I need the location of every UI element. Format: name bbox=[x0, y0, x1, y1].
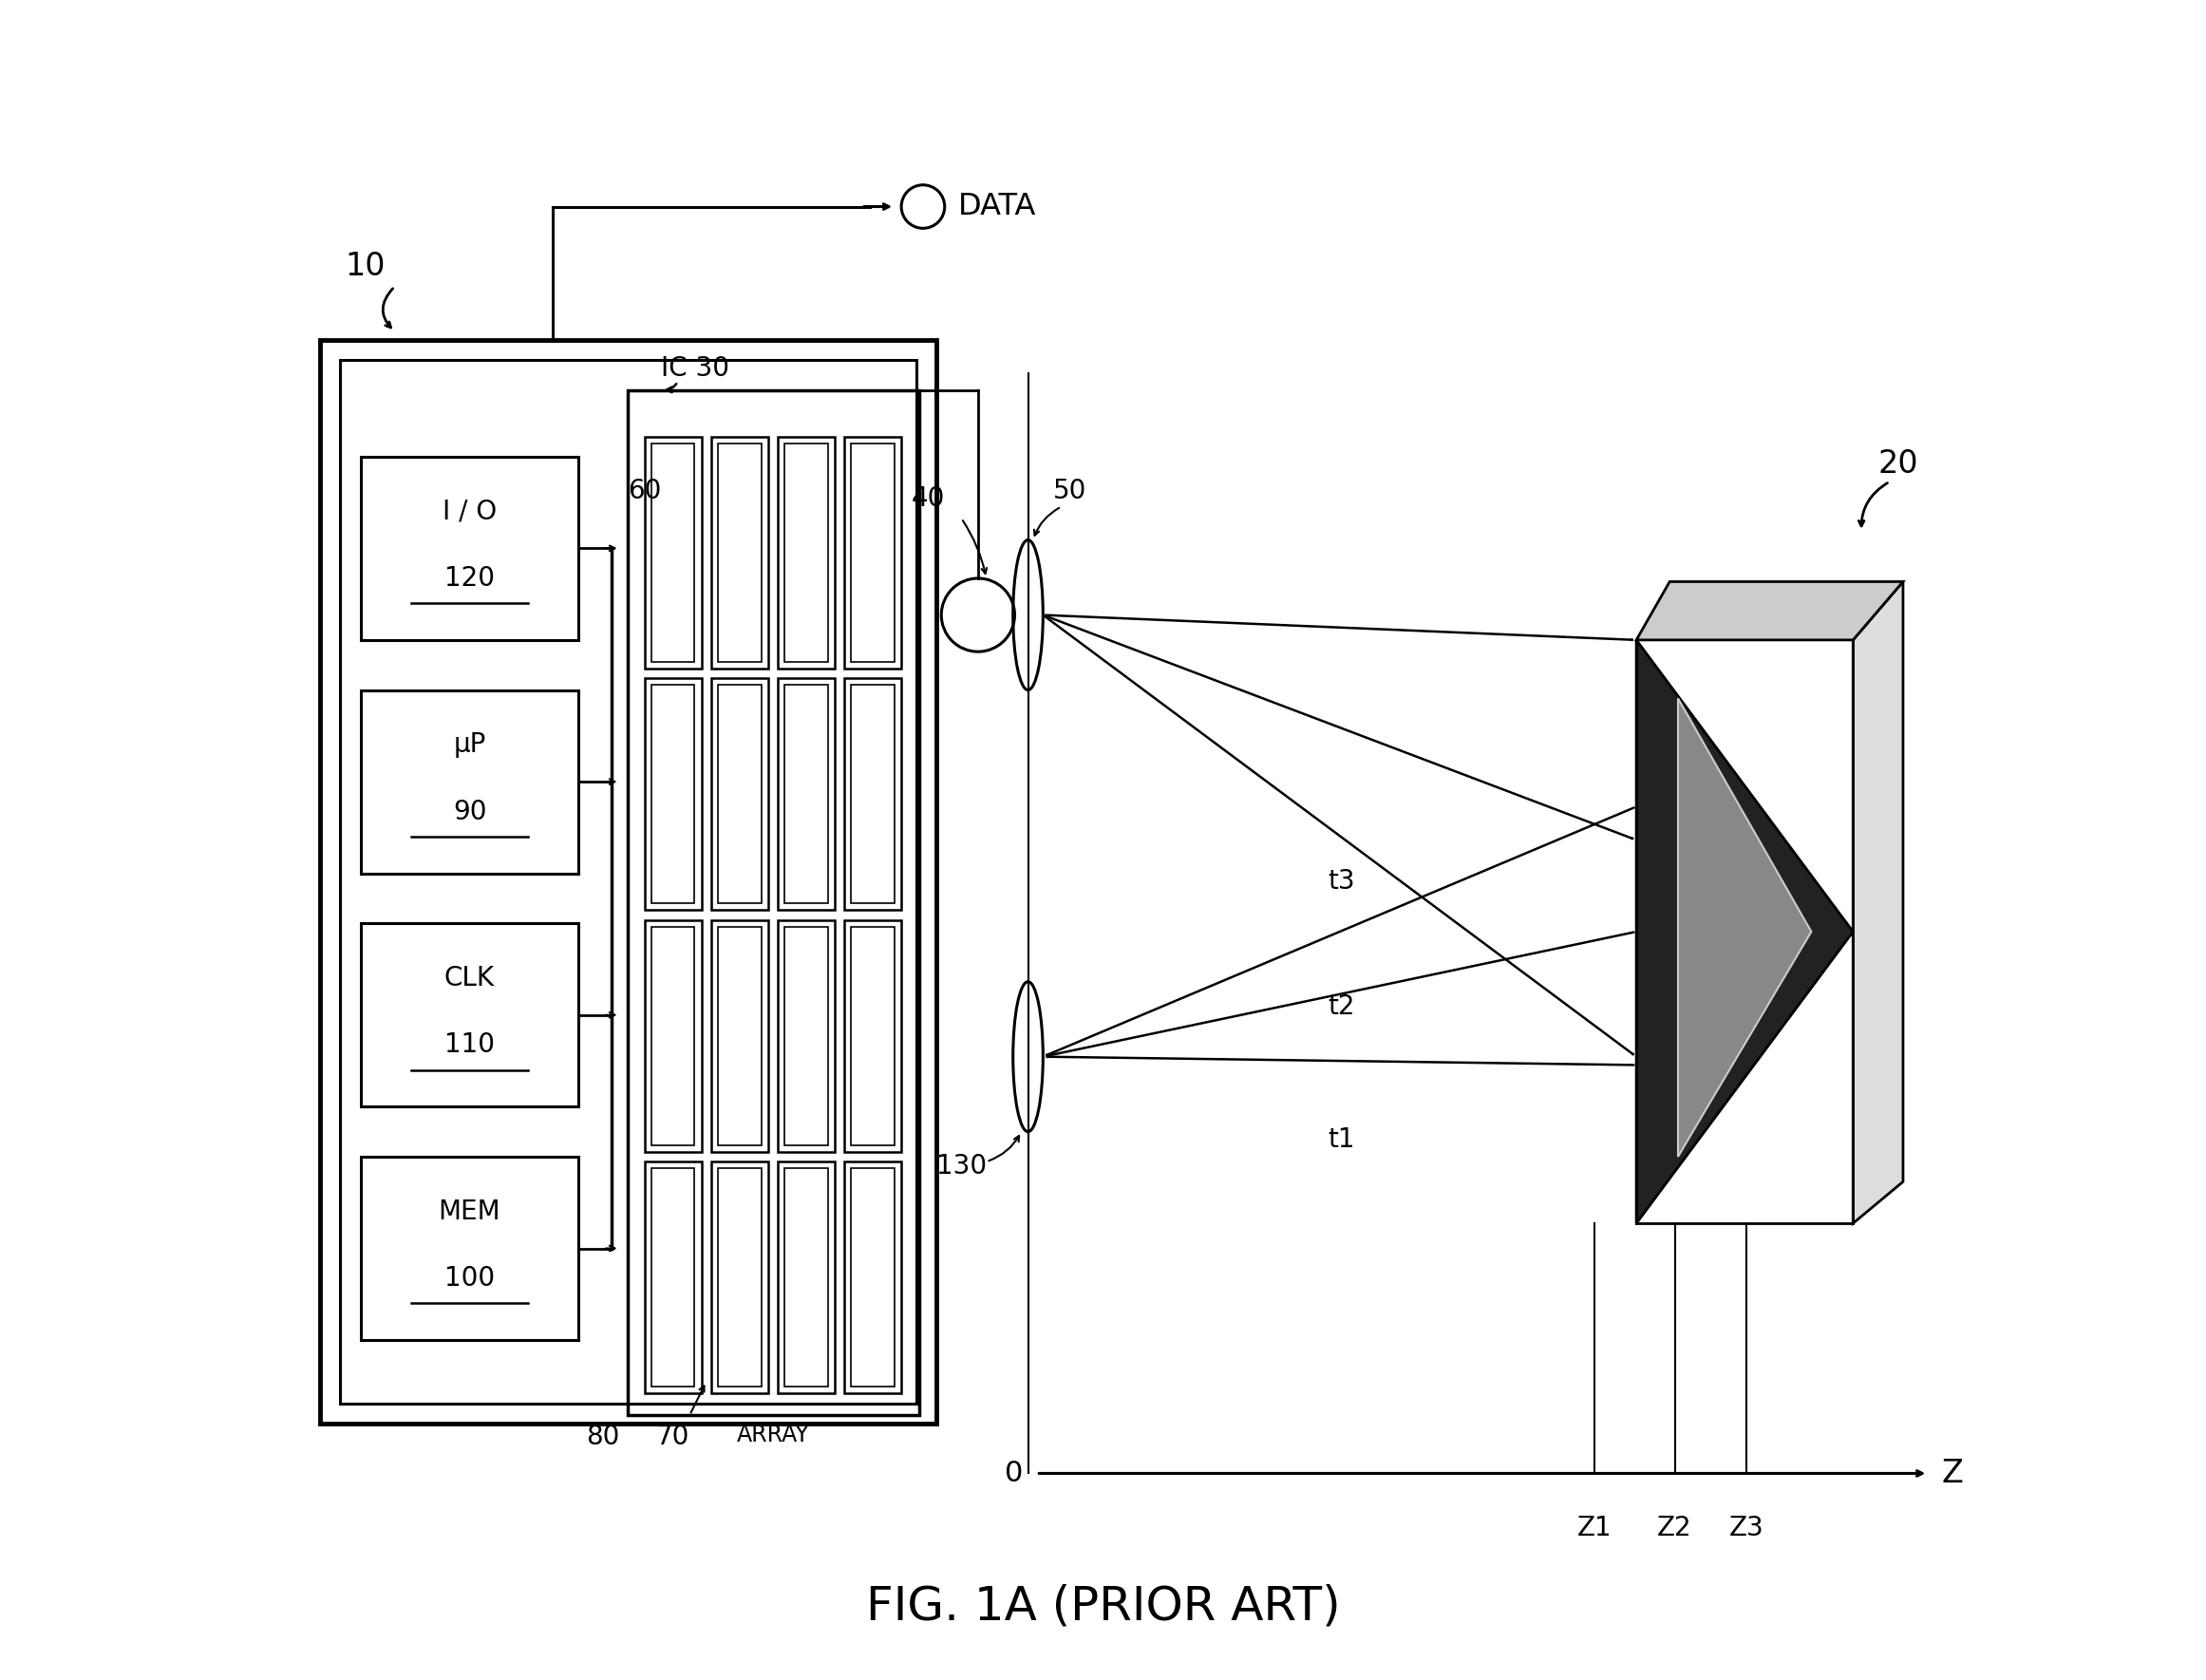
Text: t1: t1 bbox=[1328, 1127, 1354, 1154]
Bar bbox=[651, 685, 695, 904]
Bar bbox=[785, 444, 827, 662]
Text: t2: t2 bbox=[1328, 993, 1354, 1020]
Text: 60: 60 bbox=[629, 477, 662, 504]
Bar bbox=[710, 437, 768, 669]
Bar bbox=[845, 921, 902, 1152]
Bar bbox=[320, 339, 935, 1423]
Bar bbox=[717, 444, 761, 662]
Bar bbox=[852, 444, 896, 662]
Text: FIG. 1A (PRIOR ART): FIG. 1A (PRIOR ART) bbox=[865, 1584, 1341, 1630]
Bar bbox=[340, 360, 915, 1403]
Bar bbox=[779, 921, 834, 1152]
Text: 80: 80 bbox=[587, 1423, 620, 1450]
Text: Z3: Z3 bbox=[1730, 1515, 1765, 1542]
Text: CLK: CLK bbox=[443, 964, 494, 991]
Bar bbox=[852, 927, 896, 1146]
Polygon shape bbox=[1637, 581, 1904, 640]
Polygon shape bbox=[1679, 699, 1811, 1158]
Text: 0: 0 bbox=[1004, 1460, 1024, 1487]
Bar bbox=[651, 927, 695, 1146]
Text: 90: 90 bbox=[452, 798, 488, 825]
Bar bbox=[644, 1161, 702, 1393]
Text: Z: Z bbox=[1941, 1458, 1963, 1488]
Text: 50: 50 bbox=[1052, 477, 1088, 504]
Bar bbox=[362, 457, 578, 640]
Bar bbox=[362, 690, 578, 874]
Polygon shape bbox=[1853, 581, 1904, 1223]
Bar bbox=[651, 444, 695, 662]
Bar bbox=[710, 921, 768, 1152]
Text: 40: 40 bbox=[911, 486, 944, 512]
Bar bbox=[362, 1158, 578, 1341]
Bar bbox=[717, 927, 761, 1146]
Bar bbox=[852, 685, 896, 904]
Bar bbox=[785, 1168, 827, 1386]
Text: 70: 70 bbox=[655, 1423, 690, 1450]
Bar bbox=[644, 921, 702, 1152]
Bar bbox=[717, 685, 761, 904]
Bar bbox=[785, 927, 827, 1146]
Text: Z1: Z1 bbox=[1577, 1515, 1613, 1542]
Polygon shape bbox=[1637, 640, 1853, 1223]
Bar bbox=[710, 679, 768, 911]
Bar bbox=[852, 1168, 896, 1386]
Text: 20: 20 bbox=[1877, 449, 1919, 480]
Bar bbox=[644, 437, 702, 669]
Text: μP: μP bbox=[452, 732, 485, 758]
Text: ARRAY: ARRAY bbox=[737, 1423, 810, 1446]
Text: MEM: MEM bbox=[439, 1198, 501, 1225]
Bar bbox=[785, 685, 827, 904]
Text: Z2: Z2 bbox=[1657, 1515, 1692, 1542]
Bar bbox=[779, 1161, 834, 1393]
Text: 100: 100 bbox=[443, 1265, 494, 1292]
Bar bbox=[629, 390, 920, 1415]
Text: 130: 130 bbox=[935, 1152, 986, 1179]
Text: 10: 10 bbox=[344, 250, 386, 282]
Bar bbox=[845, 437, 902, 669]
Bar bbox=[717, 1168, 761, 1386]
Text: I / O: I / O bbox=[443, 499, 496, 524]
Bar bbox=[644, 679, 702, 911]
Bar bbox=[845, 679, 902, 911]
Bar bbox=[710, 1161, 768, 1393]
Text: 120: 120 bbox=[443, 564, 494, 591]
Bar bbox=[845, 1161, 902, 1393]
Bar bbox=[362, 924, 578, 1107]
Text: IC 30: IC 30 bbox=[662, 354, 730, 381]
Text: t3: t3 bbox=[1328, 869, 1354, 895]
Text: DATA: DATA bbox=[957, 192, 1037, 222]
Text: 110: 110 bbox=[443, 1032, 494, 1058]
Bar bbox=[779, 437, 834, 669]
Bar bbox=[779, 679, 834, 911]
Bar bbox=[651, 1168, 695, 1386]
